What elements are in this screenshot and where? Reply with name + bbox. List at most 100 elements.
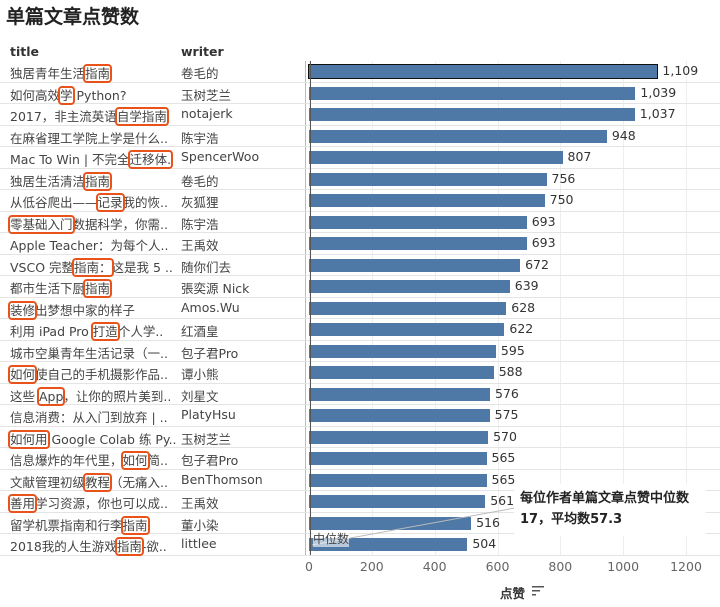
bar[interactable]: [309, 280, 510, 293]
writer-cell: PlatyHsu: [181, 407, 236, 422]
title-text: （无痛入..: [110, 474, 168, 490]
bar-value-label: 622: [509, 321, 534, 336]
highlighted-keyword: 指南: [83, 279, 113, 298]
writer-cell: littlee: [181, 536, 217, 551]
title-text: 在麻省理工学院上学是什么..: [10, 130, 168, 146]
table-row[interactable]: 装修出梦想中家的样子 Amos.Wu 628: [0, 298, 720, 320]
writer-cell: Amos.Wu: [181, 299, 240, 315]
bar-value-label: 576: [494, 385, 519, 401]
bar[interactable]: [309, 86, 636, 100]
writer-cell: 红酒皇: [181, 324, 219, 339]
bar[interactable]: [309, 301, 507, 315]
table-row[interactable]: 信息消费：从入门到放弃 | .. PlatyHsu 575: [0, 405, 720, 427]
title-text: 简..: [147, 453, 168, 468]
title-text: 利用 iPad Pro: [10, 324, 93, 339]
bar[interactable]: [309, 129, 607, 143]
bar-value-label: 1,039: [640, 84, 677, 100]
table-row[interactable]: 利用 iPad Pro 打造个人学.. 红酒皇 622: [0, 319, 720, 341]
table-row[interactable]: 信息爆炸的年代里，如何简.. 包子君Pro 565: [0, 448, 720, 470]
bar[interactable]: [309, 172, 547, 186]
title-text: VSCO 完整: [10, 259, 75, 275]
table-row[interactable]: 在麻省理工学院上学是什么.. 陈宇浩 948: [0, 126, 720, 147]
x-tick-label: 600: [485, 559, 510, 574]
bar[interactable]: [309, 237, 527, 250]
bar[interactable]: [309, 452, 487, 465]
table-row[interactable]: 独居生活清洁指南 卷毛的 756: [0, 169, 720, 191]
table-row[interactable]: 这些 App，让你的照片美到.. 刘星文 576: [0, 384, 720, 406]
title-cell: 从低谷爬出——记录我的恢..: [10, 192, 168, 212]
bar[interactable]: [307, 64, 659, 79]
table-row[interactable]: Apple Teacher：为每个人.. 王禹效 693: [0, 233, 720, 255]
table-row[interactable]: VSCO 完整指南：这是我 5 .. 随你们去 672: [0, 255, 720, 277]
table-row[interactable]: 独居青年生活指南 卷毛的 1,109: [0, 61, 720, 83]
bar[interactable]: [309, 366, 494, 379]
table-row[interactable]: 如何使自己的手机摄影作品.. 谭小熊 588: [0, 362, 720, 384]
bar[interactable]: [309, 473, 487, 487]
bar[interactable]: [309, 387, 490, 401]
highlighted-keyword: 指南: [83, 64, 113, 83]
title-cell: 2018我的人生游戏指南-欲..: [10, 536, 167, 556]
bar-value-label: 1,109: [662, 63, 699, 78]
title-text: 使自己的手机摄影作品..: [35, 367, 168, 382]
title-cell: 独居生活清洁指南: [10, 171, 113, 191]
title-text: ，让你的照片美到..: [63, 388, 172, 404]
bar-value-label: 693: [531, 235, 556, 250]
title-text: 从低谷爬出——: [10, 195, 98, 210]
x-tick-label: 800: [548, 559, 573, 574]
table-row[interactable]: 文献管理初级教程（无痛入.. BenThomson 565: [0, 470, 720, 492]
title-text: 留学机票指南和行李: [10, 517, 123, 533]
title-cell: 都市生活下厨指南: [10, 278, 113, 298]
table-row[interactable]: 如何高效学 Python? 玉树芝兰 1,039: [0, 83, 720, 105]
highlighted-keyword: 指南: [120, 515, 150, 535]
title-cell: 留学机票指南和行李指南: [10, 515, 150, 535]
bar[interactable]: [309, 344, 496, 358]
title-text: 出梦想中家的样子: [35, 302, 136, 318]
bar[interactable]: [309, 108, 635, 121]
title-cell: Apple Teacher：为每个人..: [10, 235, 169, 254]
bar[interactable]: [309, 323, 505, 336]
title-cell: Mac To Win | 不完全迁移体.: [10, 149, 174, 169]
bar[interactable]: [309, 495, 486, 508]
bar[interactable]: [309, 258, 521, 272]
writer-cell: 卷毛的: [181, 66, 219, 81]
table-row[interactable]: 2017，非主流英语自学指南 notajerk 1,037: [0, 104, 720, 126]
title-cell: 信息消费：从入门到放弃 | ..: [10, 407, 168, 426]
title-text: Google Colab 练 Py..: [47, 431, 177, 447]
table-row[interactable]: 善用学习资源，你也可以成.. 王禹效 561: [0, 491, 720, 513]
table-row[interactable]: 从低谷爬出——记录我的恢.. 灰狐狸 750: [0, 190, 720, 212]
bar-value-label: 628: [511, 299, 536, 315]
highlighted-keyword: 零基础入门: [8, 214, 75, 234]
table-row[interactable]: 城市空巢青年生活记录（一.. 包子君Pro 595: [0, 341, 720, 362]
sort-icon[interactable]: [532, 586, 544, 596]
title-cell: 如何用 Google Colab 练 Py..: [8, 429, 177, 449]
title-text: 如何高效: [10, 87, 61, 103]
bar-value-label: 575: [494, 407, 519, 422]
writer-cell: 王禹效: [181, 496, 219, 511]
table-row[interactable]: 都市生活下厨指南 張奕源 Nick 639: [0, 276, 720, 298]
bar[interactable]: [309, 430, 489, 444]
writer-cell: 董小染: [181, 517, 219, 533]
bar-value-label: 693: [531, 213, 556, 229]
table-row[interactable]: 留学机票指南和行李指南 董小染 516: [0, 513, 720, 535]
bar[interactable]: [309, 194, 545, 207]
bar[interactable]: [309, 409, 490, 422]
highlighted-keyword: 如何用: [8, 429, 50, 449]
highlighted-keyword: 如何: [7, 365, 38, 384]
writer-cell: 陈宇浩: [181, 130, 219, 146]
table-row[interactable]: 零基础入门数据科学，你需.. 陈宇浩 693: [0, 212, 720, 234]
writer-cell: 玉树芝兰: [181, 431, 232, 447]
column-header-writer[interactable]: writer: [181, 44, 224, 59]
title-cell: 在麻省理工学院上学是什么..: [10, 128, 168, 147]
bar[interactable]: [309, 151, 563, 164]
title-cell: 零基础入门数据科学，你需..: [8, 214, 168, 234]
table-row[interactable]: Mac To Win | 不完全迁移体. SpencerWoo 807: [0, 147, 720, 169]
bar[interactable]: [309, 215, 527, 229]
table-row[interactable]: 2018我的人生游戏指南-欲.. littlee 504: [0, 534, 720, 556]
bar[interactable]: [309, 516, 472, 530]
gridline: [686, 61, 687, 555]
highlighted-keyword: 如何: [120, 451, 150, 470]
table-row[interactable]: 如何用 Google Colab 练 Py.. 玉树芝兰 570: [0, 427, 720, 449]
writer-cell: 張奕源 Nick: [181, 281, 250, 296]
column-header-title[interactable]: title: [10, 44, 39, 59]
